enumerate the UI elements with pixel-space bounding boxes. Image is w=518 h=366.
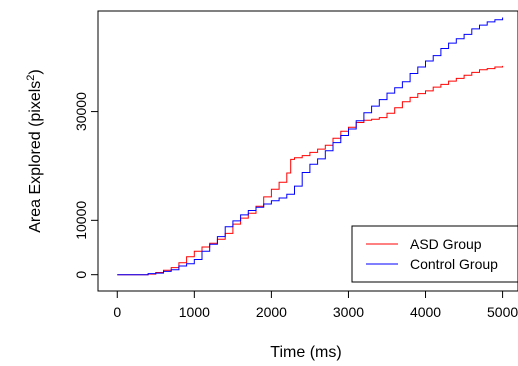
series-layer [117,17,504,276]
x-tick-label: 3000 [333,304,364,320]
y-axis-label-text: Area Explored (pixels [27,81,44,233]
x-tick-label: 4000 [410,304,441,320]
y-axis-label-superscript: 2 [25,75,37,81]
y-axis: 0 10000 30000 [73,92,99,279]
y-tick-label: 30000 [73,92,89,131]
x-axis: 0 1000 2000 3000 4000 5000 [113,290,518,320]
series-line-asd [117,65,504,276]
x-tick-label: 2000 [256,304,287,320]
y-axis-label: Area Explored (pixels2) [25,69,44,233]
series-line-control [117,17,504,276]
x-tick-label: 0 [113,304,121,320]
x-axis-label: Time (ms) [270,344,341,361]
legend-label-control: Control Group [410,256,498,272]
y-tick-label: 0 [73,271,89,279]
legend: ASD Group Control Group [351,225,518,283]
x-tick-label: 5000 [487,304,518,320]
legend-box [351,225,518,283]
y-tick-label: 10000 [73,201,89,240]
y-axis-label-close: ) [27,69,44,74]
x-tick-label: 1000 [179,304,210,320]
legend-label-asd: ASD Group [410,236,482,252]
